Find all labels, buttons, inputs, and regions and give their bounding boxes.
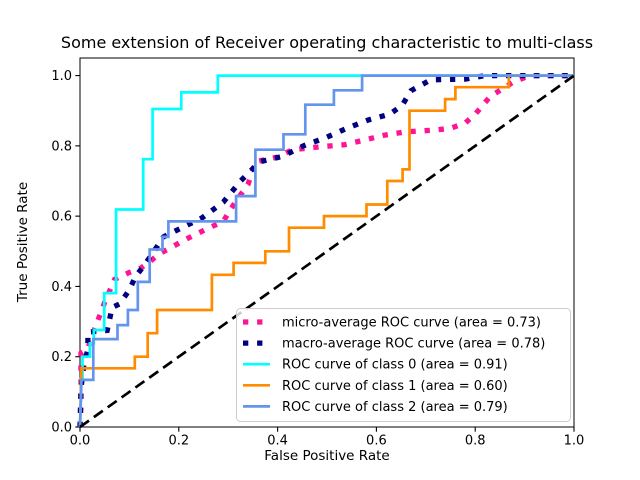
y-tick-label: 0.2	[51, 350, 72, 365]
axes-layer: 0.0 0.2 0.4 0.6 0.8 1.0 0.0 0.2 0.4 0.6 0.8 1.0	[51, 57, 585, 449]
legend-item-class-1: ROC curve of class 1 (area = 0.60)	[243, 379, 508, 394]
y-tick-label: 0.8	[51, 139, 72, 154]
y-tick-label: 0.0	[51, 421, 72, 436]
x-tick-label: 0.4	[267, 434, 288, 449]
legend-item-micro-average: micro-average ROC curve (area = 0.73)	[243, 316, 541, 331]
legend-label-class-2: ROC curve of class 2 (area = 0.79)	[282, 400, 508, 415]
x-axis-label: False Positive Rate	[264, 448, 389, 464]
x-tick-label: 1.0	[564, 434, 585, 449]
legend-item-class-2: ROC curve of class 2 (area = 0.79)	[243, 400, 508, 415]
legend-label-class-1: ROC curve of class 1 (area = 0.60)	[282, 379, 508, 394]
x-tick-label: 0.2	[168, 434, 189, 449]
legend-label-class-0: ROC curve of class 0 (area = 0.91)	[282, 358, 508, 373]
x-tick-label: 0.6	[366, 434, 387, 449]
legend-layer: micro-average ROC curve (area = 0.73) mac…	[236, 308, 571, 422]
roc-curve-micro-average	[77, 72, 574, 428]
curves-layer	[77, 72, 575, 429]
chart-title: Some extension of Receiver operating cha…	[61, 33, 593, 52]
legend-label-micro-average: micro-average ROC curve (area = 0.73)	[282, 316, 541, 331]
x-tick-label: 0.0	[70, 434, 91, 449]
y-tick-label: 1.0	[51, 69, 72, 84]
legend-box	[236, 308, 571, 422]
y-axis-label: True Positive Rate	[15, 182, 31, 303]
legend-item-class-0: ROC curve of class 0 (area = 0.91)	[243, 358, 508, 373]
y-tick-label: 0.4	[51, 280, 72, 295]
roc-curve-class-1	[78, 74, 574, 428]
roc-curve-macro-average	[77, 72, 574, 428]
legend-label-macro-average: macro-average ROC curve (area = 0.78)	[282, 337, 545, 352]
roc-curve-class-2	[78, 74, 574, 428]
legend-item-macro-average: macro-average ROC curve (area = 0.78)	[243, 337, 545, 352]
y-tick-label: 0.6	[51, 210, 72, 225]
plot-box	[79, 57, 575, 428]
x-tick-label: 0.8	[465, 434, 486, 449]
